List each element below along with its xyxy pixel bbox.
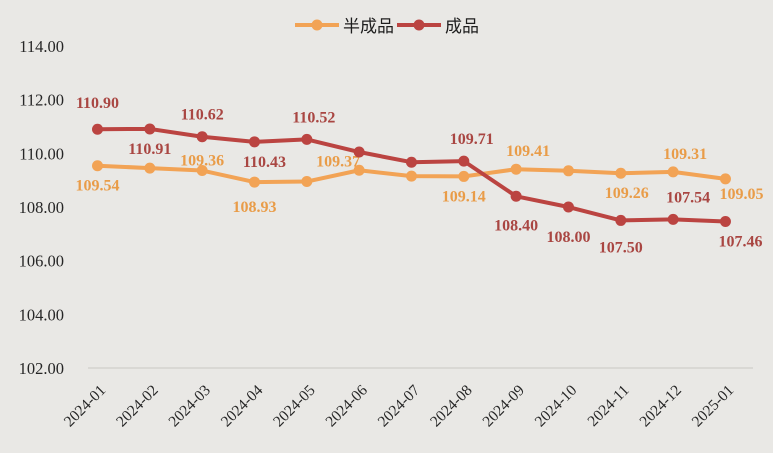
data-label: 108.00 [546, 229, 590, 246]
point-marker [667, 166, 679, 178]
y-tick-label: 106.00 [19, 252, 64, 271]
x-tick-label: 2024-12 [636, 382, 685, 431]
x-tick-label: 2024-05 [270, 382, 319, 431]
x-tick-label: 2024-08 [427, 382, 476, 431]
data-label: 110.43 [243, 154, 286, 171]
point-marker [405, 170, 417, 182]
point-marker [196, 165, 208, 177]
data-label: 107.46 [718, 234, 762, 251]
point-marker [92, 160, 103, 172]
x-tick-label: 2024-11 [584, 382, 632, 430]
point-marker [458, 170, 470, 182]
point-marker [301, 176, 313, 188]
x-tick-label: 2024-10 [532, 382, 581, 431]
data-label: 110.52 [292, 109, 335, 126]
y-tick-label: 104.00 [19, 305, 64, 324]
point-marker [92, 123, 103, 135]
y-tick-label: 108.00 [19, 198, 64, 217]
data-label: 109.14 [442, 188, 486, 205]
x-tick-label: 2024-07 [375, 382, 424, 431]
data-label: 109.26 [605, 185, 649, 202]
data-label: 108.93 [232, 199, 276, 216]
legend-label-finished: 成品 [445, 17, 479, 36]
x-tick-label: 2025-01 [689, 382, 738, 431]
point-marker [510, 190, 522, 202]
legend-item-finished: 成品 [396, 12, 479, 37]
point-marker [144, 123, 156, 135]
point-marker [248, 136, 260, 148]
point-marker [562, 201, 574, 213]
point-marker [144, 162, 156, 174]
x-tick-label: 2024-03 [165, 382, 214, 431]
data-label: 109.36 [180, 153, 224, 170]
y-tick-label: 114.00 [19, 37, 64, 56]
point-marker [458, 155, 470, 167]
data-label: 107.54 [666, 189, 710, 206]
x-tick-label: 2024-01 [61, 382, 110, 431]
data-label: 109.05 [719, 186, 763, 203]
point-marker [248, 176, 260, 188]
y-tick-label: 112.00 [19, 91, 64, 110]
data-label: 109.37 [316, 153, 360, 170]
point-marker [353, 146, 365, 158]
point-marker [615, 214, 627, 226]
data-label: 109.41 [506, 143, 550, 160]
data-label: 108.40 [494, 217, 538, 234]
data-label: 109.71 [450, 131, 494, 148]
data-label: 109.31 [663, 146, 707, 163]
legend-marker-finished [397, 19, 441, 30]
point-marker [301, 133, 313, 145]
data-label: 109.54 [76, 178, 120, 195]
point-marker [196, 131, 208, 143]
point-marker [615, 167, 627, 179]
data-label: 110.62 [181, 107, 224, 124]
legend-label-semi-finished: 半成品 [343, 17, 394, 36]
data-label: 107.50 [599, 239, 643, 256]
point-marker [510, 163, 522, 175]
legend: 半成品 成品 [0, 12, 773, 37]
point-marker [719, 216, 731, 228]
point-marker [562, 165, 574, 177]
legend-marker-semi-finished [295, 19, 339, 30]
x-tick-label: 2024-02 [113, 382, 162, 431]
x-tick-label: 2024-09 [479, 382, 528, 431]
data-label: 110.90 [76, 95, 119, 112]
x-tick-label: 2024-06 [322, 382, 371, 431]
y-tick-label: 110.00 [19, 144, 64, 163]
point-marker [667, 213, 679, 225]
x-tick-label: 2024-04 [218, 382, 267, 431]
data-label: 110.91 [128, 141, 171, 158]
y-tick-label: 102.00 [19, 359, 64, 378]
point-marker [405, 156, 417, 168]
legend-item-semi-finished: 半成品 [294, 12, 394, 37]
point-marker [719, 173, 731, 185]
point-marker [353, 164, 365, 176]
